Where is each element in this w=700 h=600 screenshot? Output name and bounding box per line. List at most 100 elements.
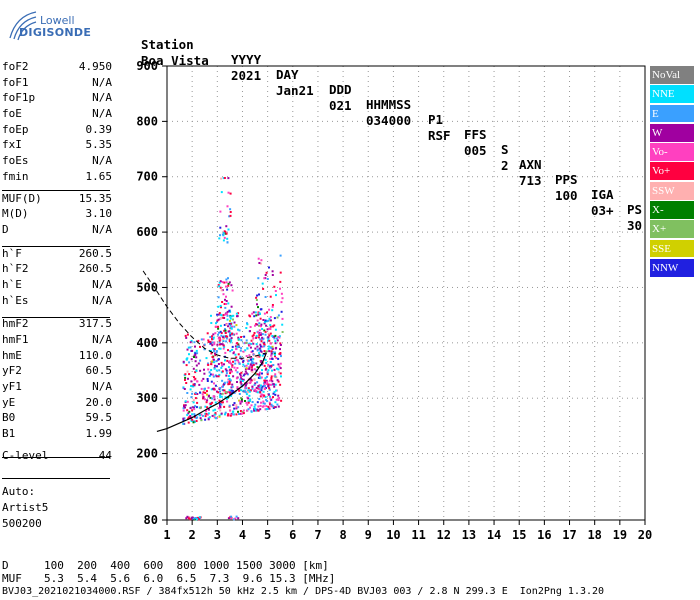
grid-dot	[307, 342, 308, 344]
echo-point	[207, 340, 210, 343]
grid-dot	[407, 286, 408, 288]
grid-dot	[594, 311, 596, 312]
echo-point	[227, 277, 229, 280]
echo-point	[263, 387, 266, 390]
grid-dot	[297, 453, 298, 455]
divider	[2, 478, 110, 479]
echo-point	[220, 317, 223, 319]
echo-point	[264, 274, 267, 276]
grid-dot	[191, 186, 193, 187]
echo-point	[222, 239, 225, 242]
grid-dot	[619, 466, 621, 467]
grid-dot	[191, 181, 193, 182]
grid-dot	[517, 342, 518, 344]
grid-dot	[493, 201, 495, 202]
grid-dot	[252, 231, 253, 233]
grid-dot	[619, 371, 621, 372]
grid-dot	[418, 251, 420, 252]
grid-dot	[382, 120, 383, 122]
echo-point	[274, 328, 277, 331]
grid-dot	[317, 171, 319, 172]
grid-dot	[292, 76, 294, 77]
grid-dot	[241, 426, 243, 427]
echo-point	[229, 350, 232, 353]
echo-point	[249, 330, 251, 333]
echo-point	[260, 338, 263, 341]
grid-dot	[619, 281, 621, 282]
grid-dot	[592, 231, 593, 233]
grid-dot	[367, 211, 369, 212]
grid-dot	[427, 397, 428, 399]
echo-point	[182, 419, 185, 422]
grid-dot	[543, 491, 545, 492]
grid-dot	[267, 486, 269, 487]
grid-dot	[402, 231, 403, 233]
grid-dot	[543, 81, 545, 82]
grid-dot	[267, 453, 268, 455]
echo-point	[268, 350, 271, 353]
grid-dot	[619, 431, 621, 432]
grid-dot	[267, 471, 269, 472]
grid-dot	[292, 281, 294, 282]
grid-dot	[241, 256, 243, 257]
grid-dot	[619, 271, 621, 272]
echo-point	[232, 413, 235, 416]
y-tick-label: 800	[136, 114, 158, 128]
echo-point	[229, 379, 232, 382]
grid-dot	[241, 166, 243, 167]
echo-point	[221, 301, 224, 303]
echo-point	[266, 371, 269, 374]
grid-dot	[357, 231, 358, 233]
grid-dot	[619, 266, 621, 267]
echo-point	[254, 382, 257, 385]
echo-point	[217, 305, 220, 308]
grid-dot	[241, 146, 243, 147]
grid-dot	[397, 397, 398, 399]
grid-dot	[317, 456, 319, 457]
grid-dot	[292, 391, 294, 392]
grid-dot	[619, 146, 621, 147]
grid-dot	[212, 120, 213, 122]
x-tick-label: 5	[264, 528, 271, 542]
grid-dot	[216, 421, 218, 422]
echo-point	[192, 383, 195, 386]
grid-dot	[443, 376, 445, 377]
echo-point	[221, 370, 224, 373]
grid-dot	[493, 356, 495, 357]
param-label: MUF(D)	[2, 191, 42, 205]
grid-dot	[267, 511, 269, 512]
grid-dot	[312, 231, 313, 233]
grid-dot	[187, 120, 188, 122]
grid-dot	[594, 261, 596, 262]
grid-dot	[362, 176, 363, 178]
grid-dot	[582, 397, 583, 399]
echo-point	[236, 345, 239, 348]
legend-item-w: W	[650, 123, 694, 142]
grid-dot	[468, 111, 470, 112]
grid-dot	[447, 397, 448, 399]
grid-dot	[418, 326, 420, 327]
grid-dot	[342, 221, 344, 222]
echo-point	[204, 412, 207, 415]
header-ffs-value: 005	[464, 143, 487, 158]
grid-dot	[557, 342, 558, 344]
grid-dot	[569, 71, 571, 72]
grid-dot	[216, 71, 218, 72]
grid-dot	[191, 71, 193, 72]
grid-dot	[317, 96, 319, 97]
grid-dot	[418, 391, 420, 392]
grid-dot	[467, 231, 468, 233]
x-tick-label: 12	[437, 528, 451, 542]
grid-dot	[619, 256, 621, 257]
grid-dot	[497, 176, 498, 178]
grid-dot	[577, 231, 578, 233]
grid-dot	[452, 453, 453, 455]
echo-point	[235, 406, 238, 409]
grid-dot	[443, 431, 445, 432]
echo-point	[231, 383, 234, 386]
grid-dot	[337, 397, 338, 399]
grid-dot	[216, 81, 218, 82]
grid-dot	[594, 156, 596, 157]
grid-dot	[447, 176, 448, 178]
param-value: N/A	[92, 333, 112, 346]
